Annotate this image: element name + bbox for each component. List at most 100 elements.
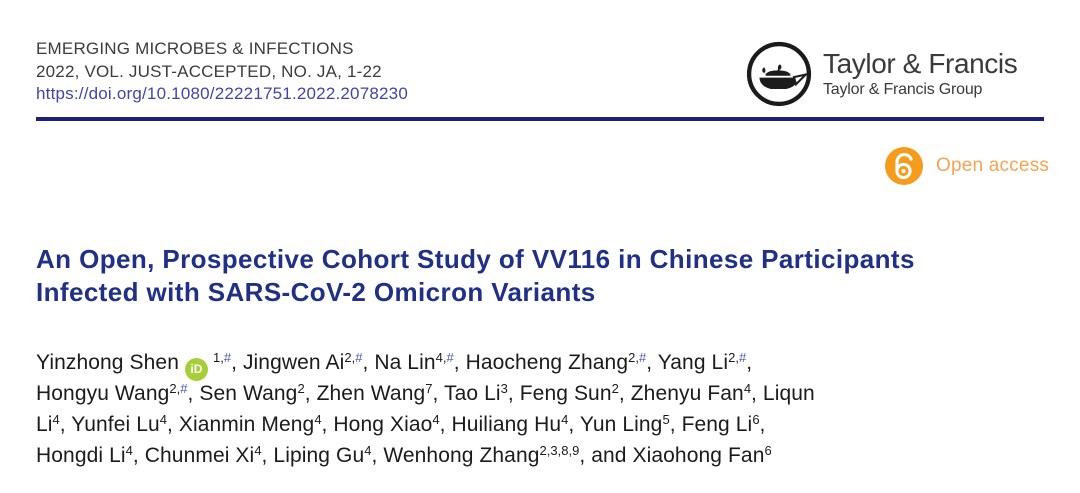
affiliation-superscript: 4 <box>160 412 167 427</box>
author-name: Yang Li <box>657 351 729 374</box>
article-title: An Open, Prospective Cohort Study of VV1… <box>36 243 915 309</box>
journal-header: EMERGING MICROBES & INFECTIONS 2022, VOL… <box>36 38 408 106</box>
author-name: Feng Sun <box>519 382 612 405</box>
affiliation-superscript: 2 <box>297 381 304 396</box>
affiliation-number: 1 <box>212 350 221 365</box>
affiliation-number: 2 <box>611 381 619 396</box>
author-name: Huiliang Hu <box>451 413 562 436</box>
publisher-logo: Taylor & Francis Taylor & Francis Group <box>746 41 1018 107</box>
author-name: Sen Wang <box>199 382 298 405</box>
affiliation-superscript: 1,# <box>213 350 231 365</box>
affiliation-number: 4 <box>435 350 443 365</box>
affiliation-superscript: 4 <box>561 412 568 427</box>
footnote-hash-link[interactable]: # <box>738 350 747 365</box>
publisher-group: Taylor & Francis Group <box>823 81 983 98</box>
affiliation-superscript: 7 <box>425 381 432 396</box>
article-title-line2: Infected with SARS-CoV-2 Omicron Variant… <box>36 277 596 307</box>
affiliation-superscript: 4 <box>432 412 439 427</box>
sup-comma: , <box>735 350 739 365</box>
affiliation-number: 2 <box>297 381 305 396</box>
article-title-line1: An Open, Prospective Cohort Study of VV1… <box>36 244 915 274</box>
open-access-lock-icon <box>885 147 923 185</box>
author-line: Li4, Yunfei Lu4, Xianmin Meng4, Hong Xia… <box>36 409 815 440</box>
author-block: Yinzhong Shen iD1,#, Jingwen Ai2,#, Na Li… <box>36 347 815 471</box>
author-separator: , <box>507 382 520 405</box>
affiliation-number: 4 <box>159 412 167 427</box>
affiliation-number: 4 <box>52 412 60 427</box>
affiliation-superscript: 4 <box>53 412 60 427</box>
author-name: Tao Li <box>444 382 501 405</box>
author-separator: , <box>751 382 763 405</box>
affiliation-superscript: 6 <box>764 443 771 458</box>
author-separator: , <box>362 351 375 374</box>
open-access-badge[interactable]: Open access <box>885 147 1049 185</box>
author-name: Hong Xiao <box>333 413 433 436</box>
affiliation-superscript: 4 <box>314 412 321 427</box>
author-separator: , <box>167 413 179 436</box>
author-separator: , <box>618 382 631 405</box>
author-name: Zhen Wang <box>316 382 426 405</box>
affiliation-number: 2 <box>728 350 736 365</box>
author-separator: , <box>321 413 334 436</box>
affiliation-superscript: 2,3,8,9 <box>540 443 580 458</box>
affiliation-superscript: 2,# <box>169 381 187 396</box>
footnote-hash-link[interactable]: # <box>223 350 232 365</box>
author-name: Feng Li <box>681 413 753 436</box>
affiliation-number: 7 <box>425 381 433 396</box>
affiliation-superscript: 6 <box>752 412 759 427</box>
affiliation-number: 2 <box>344 350 352 365</box>
journal-issue-line: 2022, VOL. JUST-ACCEPTED, NO. JA, 1-22 <box>36 61 382 81</box>
affiliation-superscript: 4,# <box>436 350 454 365</box>
author-separator: , and <box>579 444 633 467</box>
author-name: Chunmei Xi <box>144 444 255 467</box>
author-name: Hongyu Wang <box>36 382 170 405</box>
affiliation-number: 4 <box>125 443 133 458</box>
author-separator: , <box>187 382 200 405</box>
open-access-label: Open access <box>936 155 1050 176</box>
journal-name: EMERGING MICROBES & INFECTIONS <box>36 39 354 58</box>
affiliation-number: 5 <box>662 412 670 427</box>
sup-comma: , <box>442 350 447 365</box>
doi-link[interactable]: https://doi.org/10.1080/22221751.2022.20… <box>36 84 408 103</box>
orcid-icon[interactable]: iD <box>184 358 208 381</box>
author-line: Yinzhong Shen iD1,#, Jingwen Ai2,#, Na Li… <box>36 347 815 381</box>
affiliation-superscript: 4 <box>126 443 133 458</box>
publisher-name: Taylor & Francis <box>823 48 1018 79</box>
sup-comma: , <box>351 350 356 365</box>
affiliation-number: 8 <box>561 443 569 458</box>
footnote-hash-link[interactable]: # <box>180 381 188 396</box>
sup-comma: , <box>557 443 562 458</box>
sup-comma: , <box>635 350 639 365</box>
author-name: Wenhong Zhang <box>383 444 540 467</box>
affiliation-number: 6 <box>752 412 760 427</box>
affiliation-superscript: 4 <box>744 381 751 396</box>
author-name: Jingwen Ai <box>242 351 345 374</box>
author-separator: , <box>231 351 243 374</box>
affiliation-number: 6 <box>764 443 772 458</box>
footnote-hash-link[interactable]: # <box>355 350 363 365</box>
footnote-hash-link[interactable]: # <box>446 350 454 365</box>
author-separator: , <box>646 351 658 374</box>
affiliation-superscript: 2,# <box>344 350 362 365</box>
author-name: Xianmin Meng <box>178 413 315 436</box>
author-name: Hongdi Li <box>36 444 126 467</box>
author-separator: , <box>453 351 466 374</box>
footnote-hash-link[interactable]: # <box>638 350 647 365</box>
affiliation-superscript: 4 <box>364 443 371 458</box>
affiliation-number: 4 <box>254 443 262 458</box>
author-name: Haocheng Zhang <box>465 351 629 374</box>
author-name: Zhenyu Fan <box>630 382 744 405</box>
author-separator: , <box>439 413 452 436</box>
affiliation-superscript: 2,# <box>728 350 746 365</box>
author-separator: , <box>59 413 72 436</box>
author-separator: , <box>432 382 444 405</box>
taylor-francis-lamp-icon <box>746 41 812 107</box>
affiliation-number: 3 <box>500 381 508 396</box>
affiliation-number: 2 <box>169 381 177 396</box>
affiliation-number: 4 <box>432 412 440 427</box>
author-name: Li <box>36 413 53 436</box>
affiliation-superscript: 3 <box>501 381 508 396</box>
sup-comma: , <box>568 443 573 458</box>
affiliation-number: 4 <box>314 412 322 427</box>
